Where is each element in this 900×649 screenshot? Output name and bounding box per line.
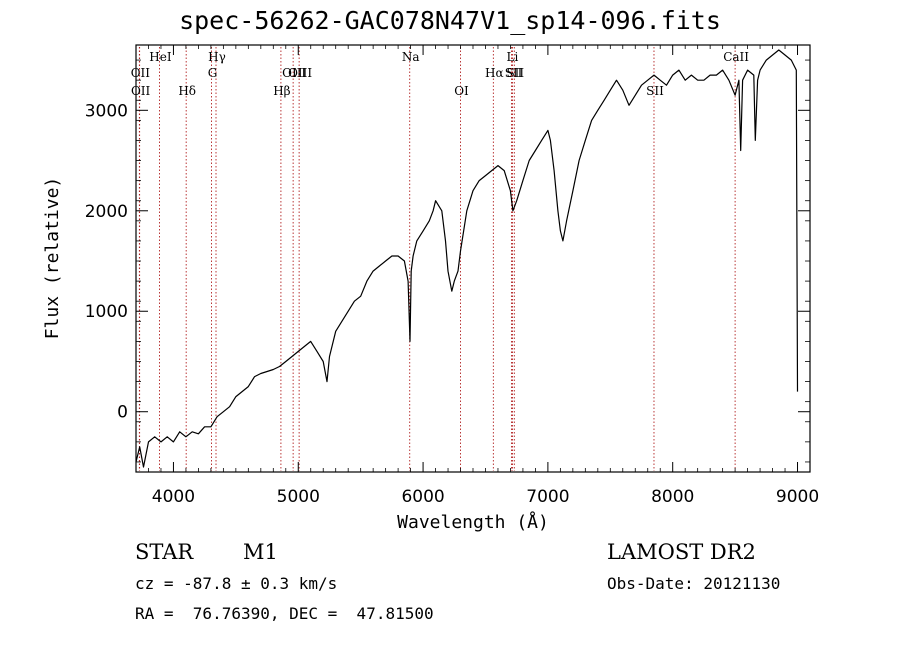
marker-label: Hβ [273,84,290,98]
marker-label: Hγ [208,50,226,64]
x-tick-label: 6000 [401,487,444,507]
redshift-value: cz = -87.8 ± 0.3 km/s [135,574,338,593]
marker-label: CaII [723,50,749,64]
spectrum-line [135,49,799,468]
marker-label: Na [402,50,420,64]
marker-label: SII [506,66,524,80]
x-tick-label: 9000 [776,487,819,507]
marker-label: SII [646,84,664,98]
y-tick-label: 3000 [85,101,128,121]
plot-frame [135,44,811,473]
marker-label: SII [505,66,523,80]
x-tick-label: 5000 [277,487,320,507]
y-axis-label: Flux (relative) [42,177,63,340]
x-tick-label: 7000 [526,487,569,507]
y-tick-label: 0 [117,403,128,423]
marker-label: OII [131,66,151,80]
marker-label: Hα [485,66,504,80]
marker-label: Hδ [178,84,196,98]
coordinates: RA = 76.76390, DEC = 47.81500 [135,604,434,623]
marker-label: Li [507,50,519,64]
marker-label: OIII [288,66,312,80]
x-axis-label: Wavelength (Å) [397,511,549,533]
marker-label: HeI [149,50,172,64]
marker-label: OII [131,84,151,98]
survey-name: LAMOST DR2 [607,540,756,564]
chart-title: spec-56262-GAC078N47V1_sp14-096.fits [179,6,721,35]
y-tick-label: 1000 [85,302,128,322]
spectrum-curve [135,49,799,468]
observation-date: Obs-Date: 20121130 [607,574,781,593]
x-tick-label: 4000 [152,487,195,507]
y-tick-label: 2000 [85,202,128,222]
marker-label: G [208,66,218,80]
object-subclass: M1 [243,540,278,564]
object-class: STAR [135,540,194,564]
marker-label: OIII [282,66,306,80]
axis-ticks: 4000 5000 6000 7000 8000 9000 0 1000 2000 3000 [85,45,819,507]
x-tick-label: 8000 [651,487,694,507]
marker-label: OI [454,84,469,98]
